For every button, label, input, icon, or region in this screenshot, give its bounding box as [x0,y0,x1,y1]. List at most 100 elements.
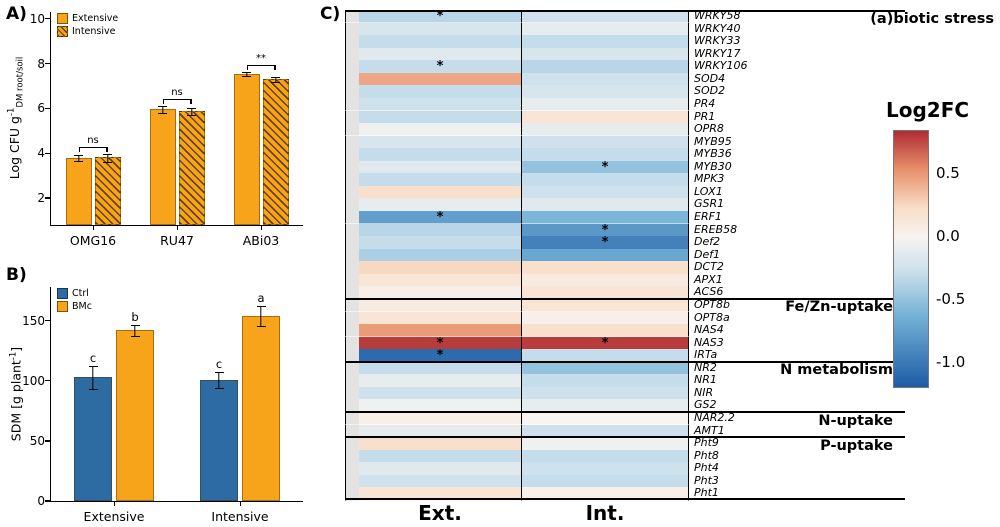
heatmap-cell-int [521,60,689,74]
heatmap-cell-int [521,185,689,200]
heatmap-cell-int [521,437,689,451]
heatmap-cell-ext [359,374,521,388]
heatmap-cell-int [521,110,689,124]
heatmap-cell-int [521,361,689,376]
heatmap-annotation-cell [345,35,359,49]
gene-label: Pht4 [689,461,905,476]
heatmap-cell-int [521,248,689,263]
gene-label: Pht3 [689,474,905,489]
x-tick-label: Intensive [211,509,269,524]
bar-letter: c [89,351,97,366]
gene-label: MYB95 [689,135,905,150]
panel-b: B) SDM [g plant-1] 0 50 100 150 c b Extensive c… [0,263,318,527]
heatmap-annotation-cell [345,236,359,250]
heatmap-cell-ext [359,110,521,124]
bar-letter: c [215,357,223,372]
heatmap-cell-ext: * [359,9,521,25]
heatmap-cell-ext [359,35,521,49]
y-tick-label: 50 [29,433,45,448]
heatmap-cell-int [521,273,689,288]
gene-label: Pht8 [689,449,905,464]
gene-label: NR1 [689,373,905,388]
heatmap-annotation-cell [345,361,359,376]
bar-intensive-omg16 [94,157,121,225]
significance-bracket [246,65,276,71]
colorbar-tick-label: -1.0 [936,352,966,371]
error-bar [214,372,224,389]
gene-label: WRKY58 [689,9,905,24]
heatmap-column-label-int: Int. [585,501,625,525]
gene-label: OPT8b [689,298,905,313]
colorbar-title: Log2FC [886,98,970,122]
gene-label: PR1 [689,110,905,124]
y-tick-mark [45,18,51,20]
heatmap-cell-int [521,462,689,476]
legend-label: BMc [72,301,92,312]
gene-label: IRTa [689,348,905,363]
gene-label: DCT2 [689,260,905,275]
heatmap-cell-ext [359,273,521,288]
heatmap-annotation-cell [345,60,359,74]
y-tick-mark [45,107,51,110]
bar-ctrl-extensive [74,377,112,501]
heatmap-row: MYB95 [345,135,905,150]
heatmap-row: NIR [345,386,905,401]
heatmap-row: * EREB58 [345,223,905,237]
heatmap-row: Pht3 [345,474,905,489]
section-header: P-uptake [820,437,893,454]
y-tick-mark [45,440,51,442]
gene-label: MYB30 [689,160,905,175]
significance-label: ns [87,134,99,146]
significance-asterisk: * [436,348,444,364]
panel-a: A) Log CFU g-1DM root/soil 10 8 6 4 2 ns OMG16… [0,0,318,260]
heatmap-cell-ext [359,85,521,99]
panel-c: C) [318,0,1000,527]
heatmap-row: SOD2 [345,84,905,99]
heatmap-annotation-cell [345,173,359,187]
heatmap-cell-int [521,399,689,413]
heatmap-annotation-cell [345,198,359,212]
panel-b-plot: 0 50 100 150 c b Extensive c a Intensive Ctrl BMc [22,287,303,524]
panel-a-label: A) [6,4,27,24]
heatmap-annotation-cell [345,349,359,363]
heatmap-cell-int [521,173,689,187]
y-tick-mark [45,197,51,199]
bar-ctrl-intensive [200,379,238,501]
section-header: Fe/Zn-uptake [785,299,893,316]
heatmap-row: Def1 [345,248,905,263]
heatmap-row: ACS6 [345,285,905,300]
x-tick-label: OMG16 [69,233,117,248]
error-bar [88,366,98,390]
gene-label: EREB58 [689,223,905,237]
x-tick-mark [114,501,116,506]
gene-label: PR4 [689,97,905,112]
legend-label: Extensive [72,13,119,24]
error-bar [256,306,266,328]
gene-label: ERF1 [689,210,905,225]
bar-extensive-omg16 [65,157,92,225]
heatmap-cell-ext [359,135,521,150]
bar-bmc-intensive [242,315,280,501]
y-tick-label: 4 [37,146,45,161]
significance-asterisk: * [436,9,444,25]
y-tick-label: 10 [29,11,45,26]
heatmap-cell-int [521,374,689,388]
heatmap-row: * Def2 [345,235,905,250]
bar-intensive-ru47 [178,110,205,225]
gene-label: Pht9 [689,436,905,451]
y-tick-mark [45,500,51,502]
x-tick-label: RU47 [160,233,194,248]
heatmap-annotation-cell [345,399,359,413]
heatmap-row: DCT2 [345,260,905,275]
heatmap-row: WRKY17 [345,47,905,62]
legend-item-bmc: BMc [57,301,92,312]
heatmap-row: OPR8 [345,122,905,137]
gene-label: Def2 [689,235,905,250]
x-tick-label: ABi03 [242,233,280,248]
heatmap-row: OPT8b [345,298,905,313]
heatmap-row: APX1 [345,273,905,288]
x-tick-mark [261,225,263,230]
significance-bracket [78,146,108,152]
heatmap-cell-int [521,449,689,464]
